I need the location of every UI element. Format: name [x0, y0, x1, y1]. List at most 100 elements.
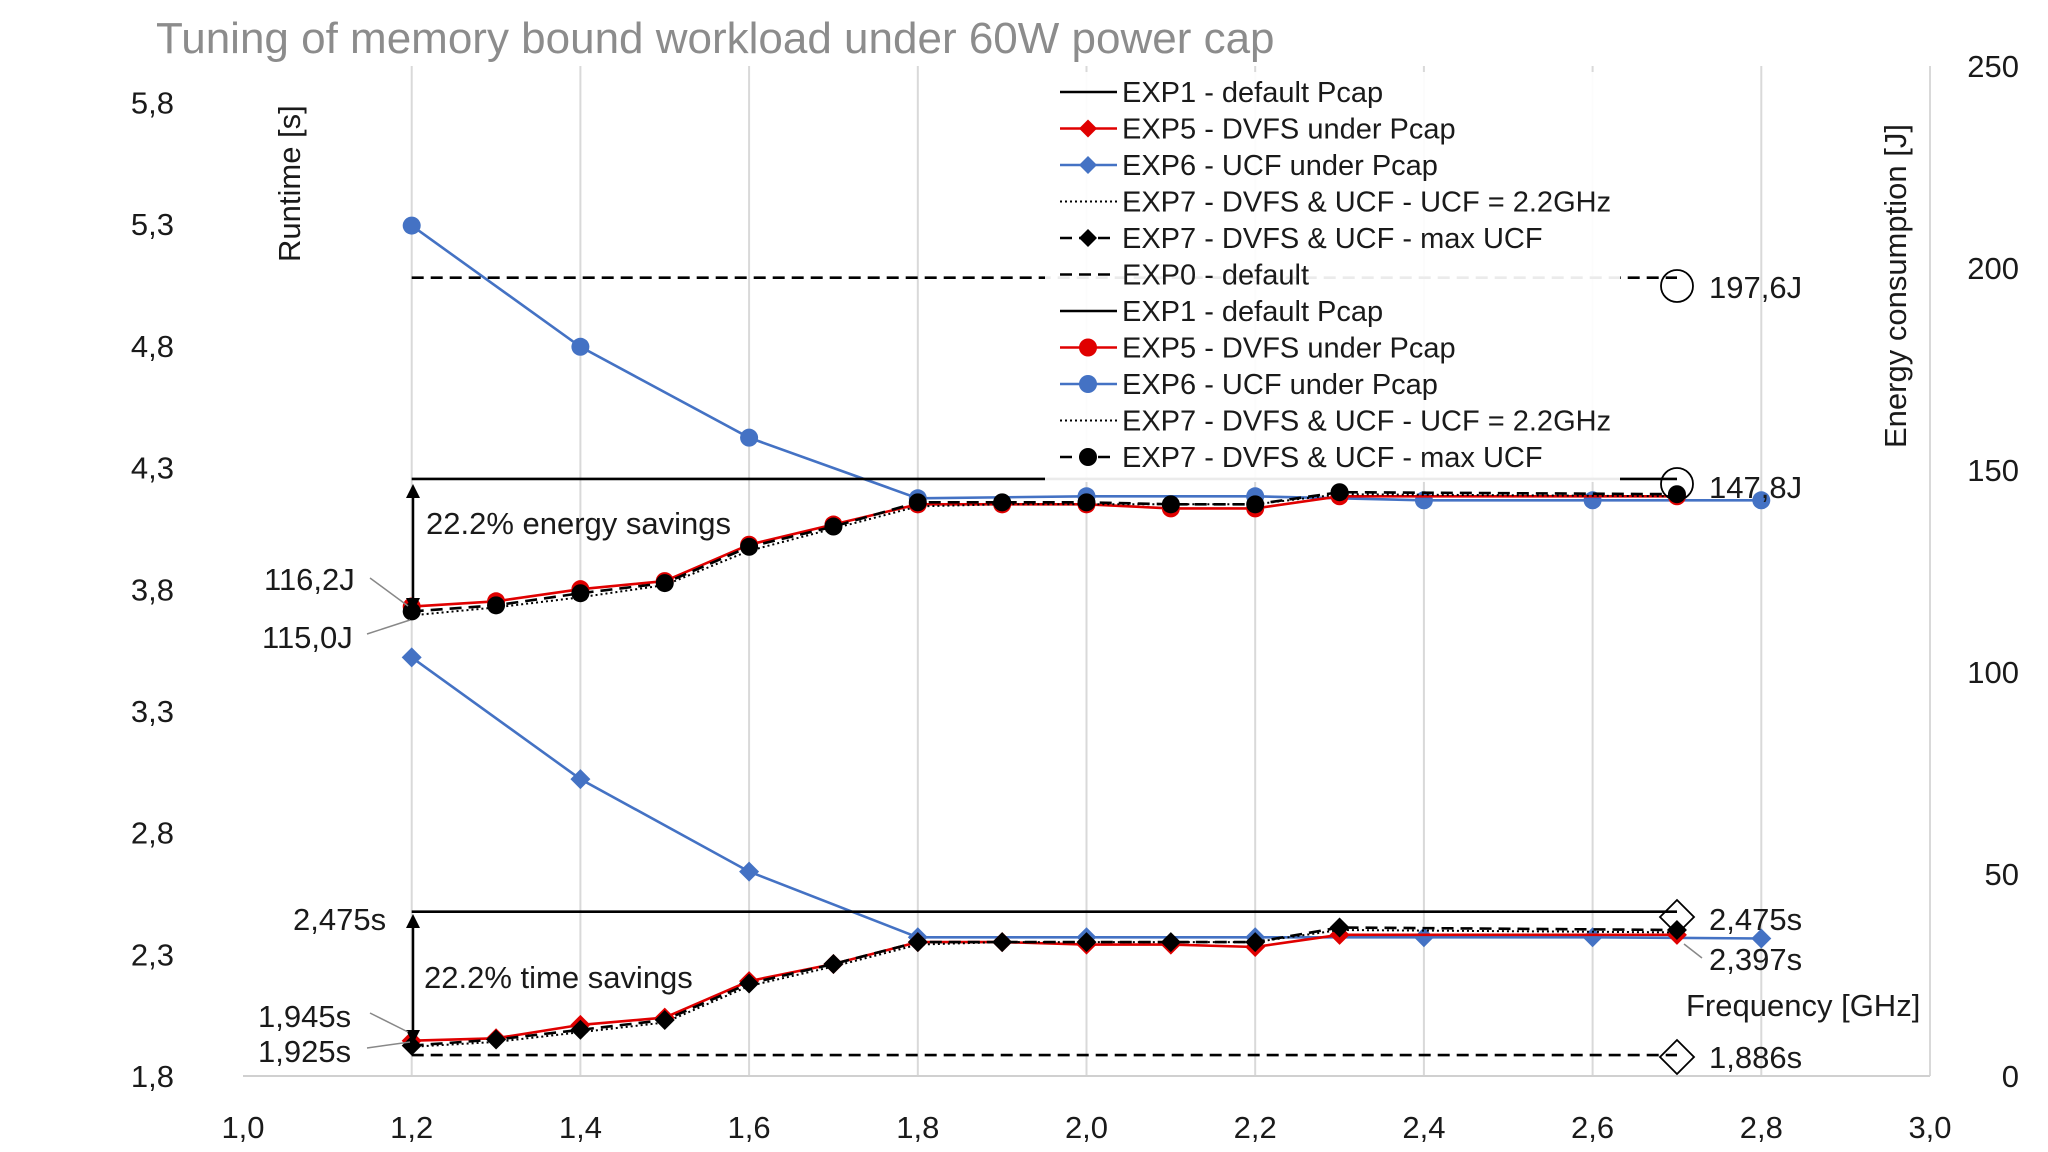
runtime-series-point: [739, 861, 760, 882]
exp1-time-right-label: 2,475s: [1709, 902, 1802, 937]
runtime-series-point: [1076, 932, 1097, 953]
annotation-layer: 22.2% energy savings 22.2% time savings …: [258, 269, 1802, 1076]
x-tick-labels: 1,0 1,2 1,4 1,6 1,8 2,0 2,2 2,4 2,6 2,8 3,0: [221, 1110, 1951, 1145]
time-savings-label: 22.2% time savings: [424, 960, 693, 995]
exp0-energy-label: 197,6J: [1709, 270, 1802, 305]
y-tick-labels: 1,8 2,3 2,8 3,3 3,8 4,3 4,8 5,3 5,8: [131, 86, 174, 1094]
runtime-series-point: [907, 932, 928, 953]
exp1-energy-marker: [1660, 467, 1694, 501]
energy-series-point: [740, 537, 759, 556]
energy-series-point: [402, 602, 421, 621]
legend-label: EXP0 - default: [1122, 260, 1309, 292]
energy-series-point: [1330, 483, 1349, 502]
exp6-time-end-label: 2,397s: [1709, 942, 1802, 977]
energy-series-point: [402, 216, 421, 235]
legend-label: EXP7 - DVFS & UCF - UCF = 2.2GHz: [1122, 406, 1611, 438]
x-tick-label: 2,4: [1402, 1110, 1445, 1145]
runtime-series-point: [992, 932, 1013, 953]
runtime-series-point: [739, 973, 760, 994]
exp0-energy-marker: [1660, 269, 1694, 303]
runtime-series-point: [654, 1010, 675, 1031]
legend-background: [1045, 72, 1620, 482]
chart-title: Tuning of memory bound workload under 60…: [156, 14, 1275, 63]
legend-marker: [1079, 338, 1097, 357]
legend-marker: [1079, 375, 1097, 393]
x-tick-label: 2,6: [1571, 1110, 1614, 1145]
y-tick-label: 5,3: [131, 207, 174, 242]
runtime-series-point: [401, 1035, 422, 1056]
y2-tick-label: 0: [2002, 1059, 2019, 1094]
legend: EXP1 - default Pcap EXP5 - DVFS under Pca…: [1045, 72, 1620, 482]
energy-series-point: [740, 428, 759, 447]
runtime-series-point: [1245, 932, 1266, 953]
legend-marker: [1079, 119, 1097, 138]
runtime-series-point: [570, 769, 591, 790]
legend-label: EXP5 - DVFS under Pcap: [1122, 114, 1456, 146]
energy-series-point: [908, 493, 927, 512]
runtime-series-point: [486, 1029, 507, 1050]
legend-marker: [1079, 229, 1097, 247]
legend-label: EXP7 - DVFS & UCF - max UCF: [1122, 442, 1543, 474]
energy-series-point: [571, 584, 590, 603]
y-tick-label: 2,8: [131, 816, 174, 851]
x-tick-label: 2,0: [1065, 1110, 1108, 1145]
legend-label: EXP1 - default Pcap: [1122, 296, 1383, 328]
leader-116J: [369, 577, 409, 607]
y-tick-label: 3,3: [131, 694, 174, 729]
energy-arrow-head-bottom: [406, 598, 420, 612]
energy-series-point: [571, 337, 590, 356]
runtime-series-point: [401, 647, 422, 668]
runtime-series-point: [823, 954, 844, 975]
runtime-series-point: [1413, 927, 1434, 948]
energy-series-point: [1161, 495, 1180, 514]
exp5-energy-min-label: 116,2J: [264, 562, 355, 597]
y-tick-label: 1,8: [131, 1059, 174, 1094]
y-tick-label: 4,8: [131, 329, 174, 364]
exp0-time-label: 1,886s: [1709, 1040, 1802, 1075]
series-layer: [401, 216, 1772, 1057]
x-tick-label: 1,2: [390, 1110, 433, 1145]
y-tick-label: 2,3: [131, 937, 174, 972]
leader-1925s: [366, 1041, 411, 1049]
exp0-time-marker: [1658, 1038, 1696, 1076]
x-tick-label: 2,2: [1234, 1110, 1277, 1145]
exp7-time-min-label: 1,925s: [258, 1034, 351, 1069]
legend-marker: [1079, 448, 1097, 466]
time-arrow-head-bottom: [406, 1030, 420, 1044]
leader-115J: [366, 619, 411, 635]
legend-label: EXP7 - DVFS & UCF - max UCF: [1122, 223, 1543, 255]
energy-series-point: [1246, 495, 1265, 514]
legend-marker: [1079, 156, 1097, 174]
runtime-series-point: [1329, 917, 1350, 938]
y2-tick-label: 100: [1967, 655, 2019, 690]
legend-label: EXP5 - DVFS under Pcap: [1122, 333, 1456, 365]
y2-axis-label: Energy consumption [J]: [1878, 124, 1913, 448]
legend-label: EXP6 - UCF under Pcap: [1122, 150, 1438, 182]
energy-series-point: [487, 596, 506, 615]
x-tick-label: 3,0: [1908, 1110, 1951, 1145]
exp1-energy-label: 147,8J: [1709, 470, 1802, 505]
time-arrow-head-top: [406, 914, 420, 928]
legend-label: EXP6 - UCF under Pcap: [1122, 369, 1438, 401]
x-tick-label: 2,8: [1740, 1110, 1783, 1145]
y2-tick-label: 200: [1967, 251, 2019, 286]
energy-series-point: [655, 574, 674, 593]
runtime-series-point: [1160, 932, 1181, 953]
exp1-time-left-label: 2,475s: [293, 902, 386, 937]
y-tick-label: 5,8: [131, 86, 174, 121]
x-axis-label: Frequency [GHz]: [1686, 988, 1920, 1023]
y-tick-label: 3,8: [131, 572, 174, 607]
x-tick-label: 1,4: [559, 1110, 602, 1145]
leader-2397s: [1683, 943, 1703, 959]
energy-series-point: [1752, 491, 1771, 510]
y2-tick-label: 150: [1967, 453, 2019, 488]
y2-tick-label: 50: [1985, 857, 2019, 892]
energy-series-point: [1077, 493, 1096, 512]
leader-1945s: [369, 1012, 409, 1033]
energy-series-point: [993, 493, 1012, 512]
exp5-time-min-label: 1,945s: [258, 999, 351, 1034]
y2-tick-label: 250: [1967, 49, 2019, 84]
y2-tick-labels: 0 50 100 150 200 250: [1967, 49, 2019, 1094]
x-tick-label: 1,0: [221, 1110, 264, 1145]
